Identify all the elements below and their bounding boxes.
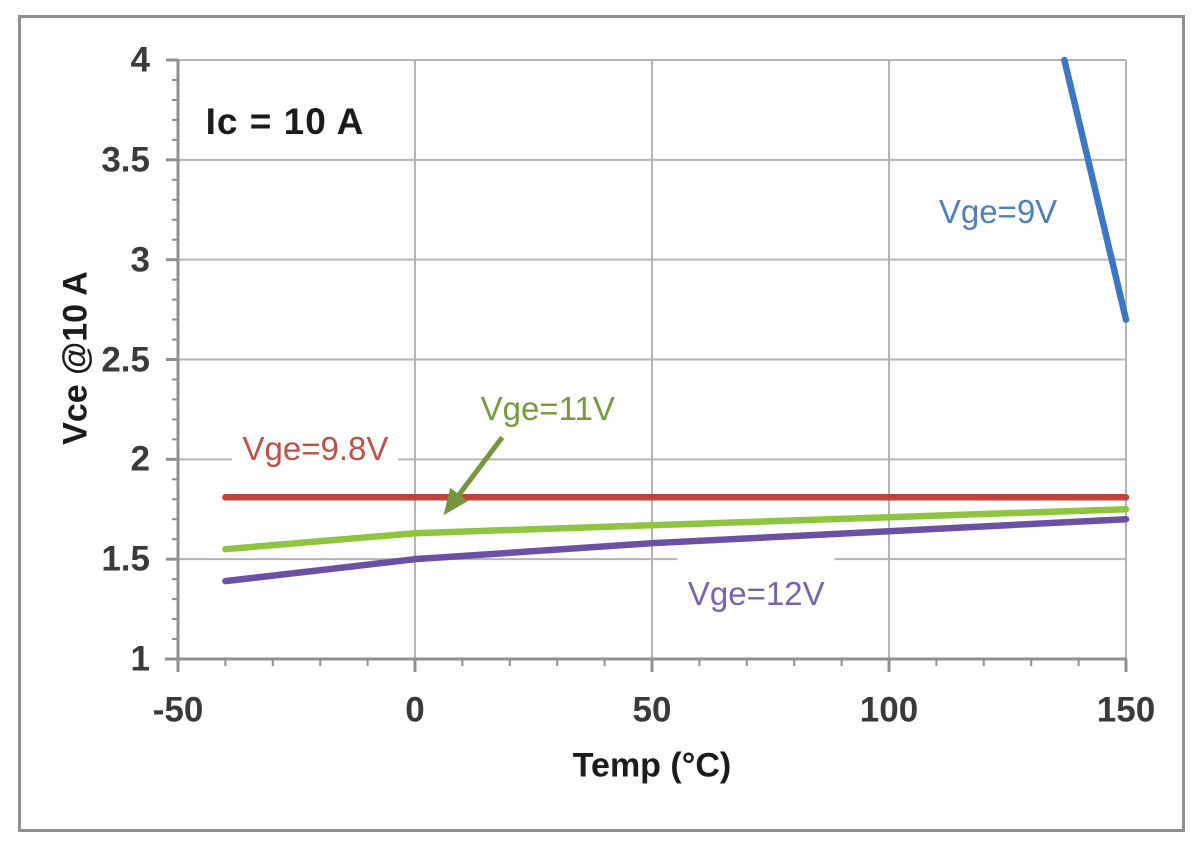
- y-tick-label: 4: [130, 40, 150, 80]
- annotation-arrow-head: [443, 487, 468, 516]
- y-tick-label: 3.5: [101, 140, 150, 180]
- y-tick-label: 3: [130, 240, 150, 280]
- x-tick-label: 150: [1096, 690, 1156, 730]
- x-axis-title: Temp (°C): [572, 746, 732, 785]
- y-tick-label: 2.5: [101, 340, 150, 379]
- curve-vge-12v: [222, 515, 1130, 585]
- series-label-vge11: Vge=11V: [470, 388, 625, 431]
- series-label-vge9p8: Vge=9.8V: [232, 428, 399, 471]
- ic-annotation: Ic = 10 A: [205, 101, 365, 142]
- annotation-arrow-shaft: [457, 435, 505, 496]
- curve-vge-11v: [222, 506, 1130, 553]
- y-tick-label: 1: [130, 639, 150, 679]
- series-label-vge9: Vge=9V: [928, 190, 1068, 233]
- y-tick-label: 1.5: [101, 539, 150, 579]
- x-tick-label: 50: [632, 690, 672, 730]
- figure-border: [18, 15, 1185, 832]
- y-axis-title: Vce @10 A: [56, 271, 95, 445]
- x-tick-label: 100: [859, 690, 919, 730]
- x-tick-label: 0: [405, 690, 425, 730]
- y-tick-label: 2: [130, 439, 150, 479]
- x-tick-label: -50: [152, 690, 204, 730]
- series-label-vge12: Vge=12V: [677, 550, 835, 613]
- curve-vge-9v: [1061, 56, 1130, 323]
